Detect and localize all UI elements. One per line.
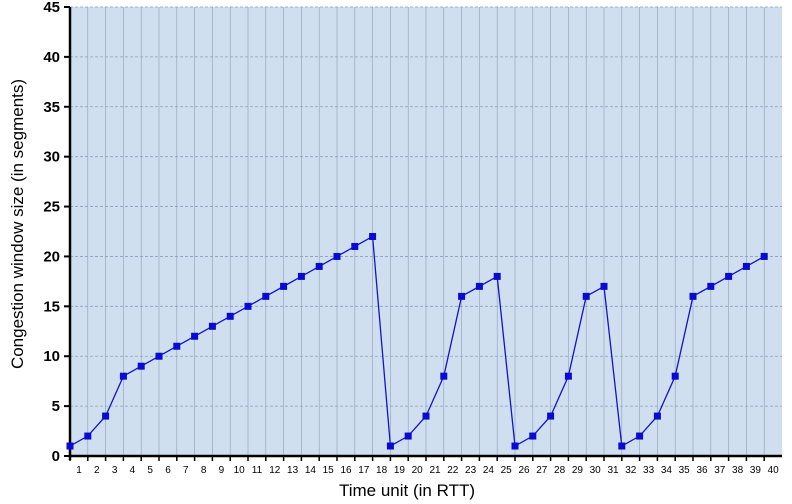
data-point [315, 262, 323, 270]
x-tick-label: 23 [465, 465, 477, 476]
x-tick-label: 22 [447, 465, 459, 476]
data-point [84, 432, 92, 440]
x-tick-label: 4 [130, 465, 136, 476]
x-tick-label: 34 [661, 465, 673, 476]
x-tick-label: 7 [183, 465, 189, 476]
data-point [404, 432, 412, 440]
grid-lines [70, 6, 782, 456]
data-point [66, 442, 74, 450]
x-tick-label: 25 [501, 465, 513, 476]
x-tick-label: 28 [554, 465, 566, 476]
x-tick-label: 9 [219, 465, 225, 476]
data-point [511, 442, 519, 450]
data-point [191, 332, 199, 340]
x-tick-label: 27 [536, 465, 548, 476]
x-tick-label: 18 [376, 465, 388, 476]
y-tick-label: 5 [52, 398, 60, 415]
data-point [137, 362, 145, 370]
data-point [280, 282, 288, 290]
y-tick-label: 10 [43, 348, 60, 365]
y-tick-label: 15 [43, 298, 60, 315]
data-point [386, 442, 394, 450]
data-point [297, 272, 305, 280]
data-point [493, 272, 501, 280]
data-point [440, 372, 448, 380]
y-tick-labels: 0 5 10 15 20 25 30 35 40 45 [43, 0, 60, 465]
data-point [742, 262, 750, 270]
data-point [173, 342, 181, 350]
data-point [760, 252, 768, 260]
x-tick-label: 6 [165, 465, 171, 476]
data-point [262, 292, 270, 300]
data-point [244, 302, 252, 310]
data-point [582, 292, 590, 300]
data-point [671, 372, 679, 380]
data-markers [66, 232, 768, 450]
x-tick-label: 10 [234, 465, 246, 476]
data-point [475, 282, 483, 290]
data-point [458, 292, 466, 300]
x-tick-label: 26 [518, 465, 530, 476]
data-point [226, 312, 234, 320]
y-tick-label: 25 [43, 199, 60, 216]
x-axis-label: Time unit (in RTT) [339, 481, 475, 500]
x-tick-label: 5 [147, 465, 153, 476]
y-tick-label: 35 [43, 99, 60, 116]
x-tick-label: 11 [252, 465, 263, 476]
x-tick-label: 2 [94, 465, 100, 476]
x-tick-label: 16 [340, 465, 352, 476]
data-point [547, 412, 555, 420]
x-tick-labels: 1 2 3 4 5 6 7 8 9 10 11 12 13 14 15 16 17 18 19 20 21 22 23 24 2… [76, 465, 779, 476]
data-point [707, 282, 715, 290]
data-point [102, 412, 110, 420]
x-tick-label: 15 [323, 465, 335, 476]
data-point [155, 352, 163, 360]
series-line [69, 235, 765, 448]
x-tick-label: 14 [305, 465, 317, 476]
y-axis-label: Congestion window size (in segments) [8, 79, 27, 369]
y-tick-label: 30 [43, 149, 60, 166]
x-tick-label: 19 [394, 465, 406, 476]
x-tick-label: 24 [483, 465, 495, 476]
axes [64, 6, 782, 461]
y-tick-label: 45 [43, 0, 60, 16]
data-point [351, 242, 359, 250]
y-tick-label: 40 [43, 49, 60, 66]
data-point [725, 272, 733, 280]
x-tick-label: 40 [768, 465, 780, 476]
x-tick-label: 32 [625, 465, 637, 476]
x-tick-label: 37 [714, 465, 726, 476]
data-point [422, 412, 430, 420]
x-tick-label: 29 [572, 465, 584, 476]
data-point [369, 232, 377, 240]
x-tick-label: 12 [269, 465, 281, 476]
y-tick-label: 0 [52, 448, 60, 465]
data-point [333, 252, 341, 260]
x-tick-label: 33 [643, 465, 655, 476]
x-tick-label: 1 [76, 465, 82, 476]
x-tick-label: 38 [732, 465, 744, 476]
data-point [119, 372, 127, 380]
data-point [600, 282, 608, 290]
data-point [689, 292, 697, 300]
data-point [208, 322, 216, 330]
x-tick-label: 13 [287, 465, 299, 476]
x-tick-label: 35 [679, 465, 691, 476]
y-tick-label: 20 [43, 248, 60, 265]
data-point [529, 432, 537, 440]
x-tick-label: 20 [412, 465, 424, 476]
x-tick-label: 3 [112, 465, 118, 476]
data-point [653, 412, 661, 420]
data-point [636, 432, 644, 440]
x-tick-label: 30 [590, 465, 602, 476]
x-tick-label: 39 [750, 465, 762, 476]
x-tick-label: 8 [201, 465, 207, 476]
data-point [618, 442, 626, 450]
x-tick-label: 17 [358, 465, 370, 476]
x-tick-label: 36 [696, 465, 708, 476]
x-tick-label: 21 [429, 465, 441, 476]
x-tick-label: 31 [607, 465, 619, 476]
data-point [564, 372, 572, 380]
